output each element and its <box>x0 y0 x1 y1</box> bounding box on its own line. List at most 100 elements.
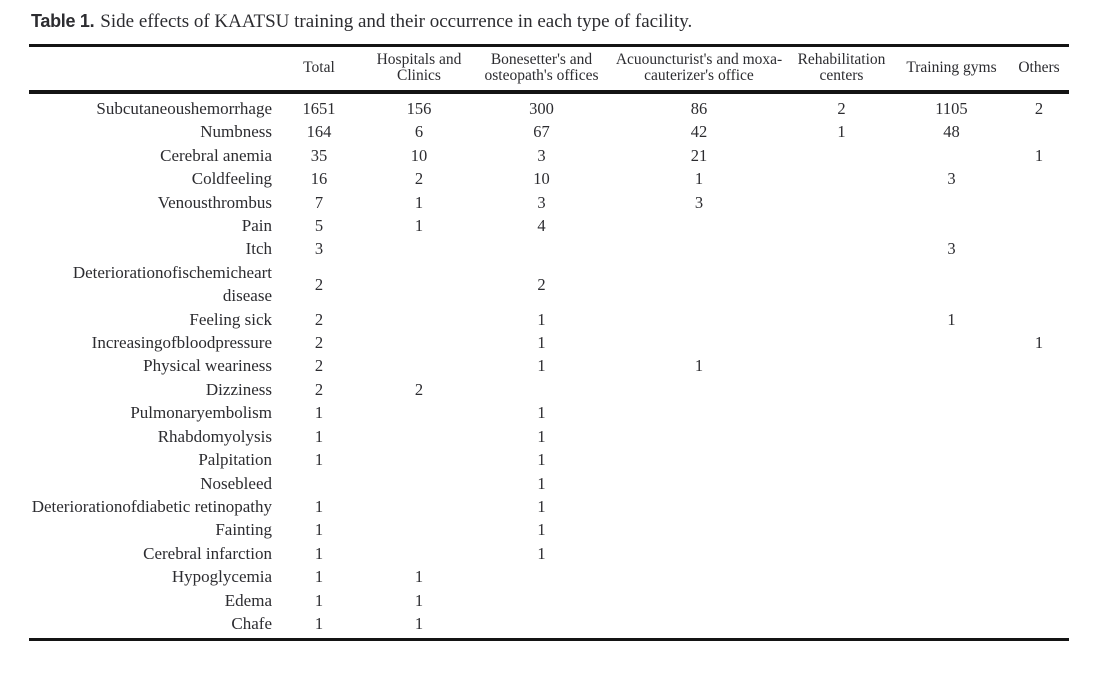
table-row: Pulmonaryembolism 1 1 <box>29 401 1069 424</box>
cell-value: 86 <box>690 99 708 118</box>
col-header-row-labels <box>29 45 274 94</box>
cell-value <box>609 518 789 541</box>
cell-value <box>789 237 894 260</box>
cell-value: 6 <box>414 122 424 142</box>
cell-value <box>789 167 894 190</box>
cell-value <box>1009 542 1069 565</box>
cell-value: 1 <box>1034 145 1044 165</box>
table-row: Feeling sick 2 1 1 <box>29 308 1069 331</box>
cell-value <box>789 354 894 377</box>
cell-value: 1 <box>694 356 704 376</box>
row-label: Cerebral anemia <box>160 145 272 165</box>
row-label: Nosebleed <box>200 473 272 493</box>
cell-value: 3 <box>537 145 546 165</box>
cell-value: 2 <box>414 379 424 399</box>
cell-value <box>894 448 1009 471</box>
cell-value: 1 <box>314 543 324 563</box>
header-row: Total Hospitals and Clinics Bonesetter's… <box>29 45 1069 94</box>
cell-value: 1 <box>537 309 546 329</box>
cell-value: 4 <box>537 216 546 236</box>
cell-value: 164 <box>306 122 332 142</box>
cell-value <box>364 495 474 518</box>
cell-value: 16 <box>310 169 328 189</box>
cell-value <box>609 214 789 237</box>
cell-value <box>789 542 894 565</box>
cell-value <box>609 261 789 308</box>
cell-value <box>609 425 789 448</box>
cell-value: 3 <box>947 169 956 189</box>
table-row: Itch 3 3 <box>29 237 1069 260</box>
cell-value <box>364 425 474 448</box>
table-row: Coldfeeling 16 2 10 1 3 <box>29 167 1069 190</box>
cell-value <box>1009 425 1069 448</box>
row-label: Deteriorationofischemicheart disease <box>72 262 272 306</box>
table-row: Hypoglycemia 1 1 <box>29 565 1069 588</box>
cell-value <box>894 378 1009 401</box>
cell-value <box>609 401 789 424</box>
table-body: Subcutaneoushemorrhage 1651 156 300 86 2 1105 2… <box>29 92 1069 640</box>
cell-value <box>1009 120 1069 143</box>
cell-value <box>789 214 894 237</box>
cell-value <box>1009 589 1069 612</box>
cell-value: 1 <box>537 543 546 563</box>
cell-value: 156 <box>406 99 432 118</box>
table-row: Chafe 1 1 <box>29 612 1069 640</box>
cell-value <box>1009 401 1069 424</box>
cell-value <box>1009 261 1069 308</box>
row-label: Venousthrombus <box>157 192 272 212</box>
cell-value: 2 <box>1034 99 1044 118</box>
cell-value <box>609 612 789 640</box>
cell-value <box>894 214 1009 237</box>
cell-value: 1 <box>414 216 424 236</box>
table-row: Increasingofbloodpressure 2 1 1 <box>29 331 1069 354</box>
table-row: Pain 5 1 4 <box>29 214 1069 237</box>
cell-value: 5 <box>314 216 324 236</box>
cell-value <box>364 472 474 495</box>
cell-value: 1 <box>537 403 546 423</box>
cell-value <box>1009 214 1069 237</box>
cell-value <box>474 378 609 401</box>
cell-value <box>364 518 474 541</box>
cell-value <box>1009 378 1069 401</box>
row-label: Itch <box>245 239 272 259</box>
table-row: Edema 1 1 <box>29 589 1069 612</box>
row-label: Coldfeeling <box>191 169 272 189</box>
cell-value <box>609 378 789 401</box>
cell-value <box>789 612 894 640</box>
cell-value <box>364 401 474 424</box>
col-header-bonesetters-osteopaths: Bonesetter's and osteopath's offices <box>474 45 609 94</box>
cell-value: 1 <box>414 613 424 633</box>
table-row: Dizziness 2 2 <box>29 378 1069 401</box>
cell-value: 2 <box>314 379 324 399</box>
cell-value <box>609 565 789 588</box>
cell-value: 1 <box>537 450 546 470</box>
cell-value <box>609 331 789 354</box>
cell-value <box>1009 612 1069 640</box>
cell-value <box>1009 354 1069 377</box>
cell-value: 2 <box>837 99 846 118</box>
row-label: Physical weariness <box>143 356 272 376</box>
cell-value: 2 <box>537 274 546 294</box>
table-caption: Table 1. Side effects of KAATSU training … <box>31 8 1065 35</box>
cell-value <box>1009 308 1069 331</box>
row-label: Edema <box>224 590 272 610</box>
cell-value: 7 <box>314 192 324 212</box>
cell-value: 1 <box>694 169 704 189</box>
cell-value <box>609 495 789 518</box>
cell-value <box>364 448 474 471</box>
cell-value: 300 <box>529 99 554 118</box>
table-caption-text: Side effects of KAATSU training and thei… <box>100 11 693 32</box>
cell-value <box>364 237 474 260</box>
cell-value <box>894 612 1009 640</box>
table-row: Cerebral anemia 35 10 3 21 1 <box>29 144 1069 167</box>
cell-value <box>894 331 1009 354</box>
table-row: Palpitation 1 1 <box>29 448 1069 471</box>
table-row: Deteriorationofischemicheart disease 2 2 <box>29 261 1069 308</box>
cell-value: 3 <box>537 192 546 212</box>
row-label: Rhabdomyolysis <box>157 426 272 446</box>
col-header-acupuncturists-moxa: Acuouncturist's and moxa-cauterizer's of… <box>609 45 789 94</box>
cell-value: 21 <box>690 145 708 165</box>
cell-value: 1 <box>537 473 546 493</box>
side-effects-table: Total Hospitals and Clinics Bonesetter's… <box>29 44 1069 642</box>
